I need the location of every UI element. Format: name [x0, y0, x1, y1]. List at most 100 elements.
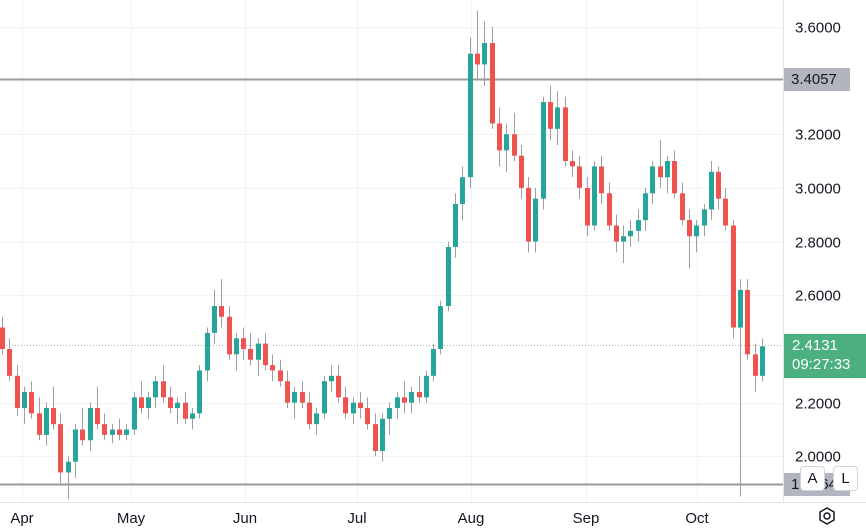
candle [548, 85, 553, 140]
candle [628, 220, 633, 247]
candle-body [533, 198, 538, 242]
candle-body [680, 193, 685, 221]
candle-body [175, 402, 180, 409]
candle-body [270, 365, 275, 371]
candle [672, 150, 677, 199]
candle [745, 279, 750, 360]
candle-body [395, 397, 400, 409]
candle [475, 10, 480, 81]
candle-body [468, 53, 473, 178]
candle [526, 177, 531, 253]
candle [395, 391, 400, 419]
candle [519, 144, 524, 199]
candle-body [234, 338, 239, 355]
candle-body [263, 343, 268, 366]
candle-body [745, 289, 750, 355]
x-tick-label: Sep [573, 510, 600, 527]
x-tick-label: Jul [347, 510, 366, 527]
candle [431, 343, 436, 382]
candle-body [73, 429, 78, 462]
gear-icon[interactable] [817, 506, 837, 526]
candle [614, 214, 619, 253]
candle [563, 96, 568, 167]
candle-body [124, 429, 129, 435]
candle [58, 413, 63, 484]
candle [446, 241, 451, 312]
candle-body [285, 381, 290, 403]
last-price-value: 2.4131 [792, 337, 838, 354]
auto-scale-button[interactable]: A [800, 466, 825, 491]
candle [599, 155, 604, 205]
candle [44, 402, 49, 446]
candle-body [541, 102, 546, 199]
candle-body [219, 306, 224, 317]
candle-body [658, 166, 663, 178]
candle [650, 161, 655, 205]
candle-body [212, 306, 217, 333]
candle [380, 413, 385, 462]
candle [453, 193, 458, 258]
candle [358, 391, 363, 419]
candle [490, 26, 495, 129]
candle [234, 332, 239, 371]
candle [438, 300, 443, 355]
candle-body [563, 107, 568, 162]
candle-body [702, 209, 707, 226]
candle-body [716, 171, 721, 199]
candle-body [709, 171, 714, 210]
time-axis[interactable]: Apr May Jun Jul Aug Sep Oct [10, 510, 709, 527]
candle [482, 21, 487, 86]
candle [73, 424, 78, 478]
candle [190, 408, 195, 430]
candle [373, 413, 378, 457]
candle [680, 182, 685, 226]
candle-body [110, 429, 115, 435]
candle [227, 306, 232, 360]
candle-body [300, 391, 305, 403]
candle [687, 209, 692, 269]
candle [205, 327, 210, 382]
candle-body [292, 391, 297, 403]
candle-body [51, 408, 56, 425]
candle [212, 289, 217, 344]
candle [110, 424, 115, 443]
candle-body [365, 408, 370, 425]
candle-body [373, 424, 378, 451]
candle [132, 391, 137, 435]
candle-body [460, 177, 465, 205]
candle [15, 365, 20, 417]
candle [533, 187, 538, 253]
candle-body [643, 193, 648, 221]
candle-body [650, 166, 655, 194]
candle [460, 166, 465, 221]
candle-body [497, 123, 502, 151]
candle [351, 397, 356, 425]
candle-body [351, 402, 356, 414]
candle-body [183, 402, 188, 419]
candle [22, 386, 27, 425]
log-scale-button[interactable]: L [833, 466, 858, 491]
candle-body [636, 220, 641, 231]
candle [51, 386, 56, 430]
candle [621, 225, 626, 264]
candle-body [132, 397, 137, 430]
candle [592, 161, 597, 231]
candle-body [694, 225, 699, 237]
candle [343, 386, 348, 419]
candle-body [15, 375, 20, 409]
candle-body [417, 391, 422, 398]
candles [0, 10, 765, 500]
candle-body [585, 187, 590, 226]
candle [555, 91, 560, 145]
price-axis[interactable]: 3.6000 3.2000 3.0000 2.8000 2.6000 2.2000 2.00… [795, 20, 841, 466]
candle-body [153, 381, 158, 398]
y-tick-label: 3.0000 [795, 181, 841, 198]
y-tick-label: 2.8000 [795, 235, 841, 252]
candle-body [687, 220, 692, 237]
candle [197, 365, 202, 419]
candle [643, 187, 648, 231]
candle [504, 123, 509, 172]
candle [607, 182, 612, 231]
candle [723, 187, 728, 231]
candle [0, 316, 5, 355]
